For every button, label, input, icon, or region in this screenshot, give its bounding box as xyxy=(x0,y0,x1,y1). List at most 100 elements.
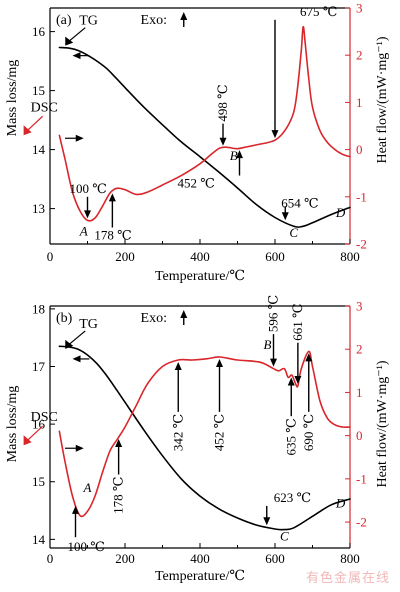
series-label-tg: TG xyxy=(79,317,98,332)
dsc-axis-arrow-head xyxy=(75,134,84,142)
temp-annotation: 100 ℃ xyxy=(70,181,107,196)
series-line-tg xyxy=(58,46,351,228)
panel-label: (b) xyxy=(56,311,73,326)
point-label-b: B xyxy=(230,148,238,163)
temp-annotation: 498 ℃ xyxy=(215,84,230,121)
y-right-tick-label: -2 xyxy=(356,237,367,252)
point-label-d: D xyxy=(335,205,346,220)
anno-arrow-head xyxy=(281,212,289,221)
y-left-tick-label: 14 xyxy=(32,532,46,547)
y-left-tick-label: 17 xyxy=(32,359,46,374)
tg-pointer xyxy=(66,27,86,44)
point-label-c: C xyxy=(289,225,298,240)
exo-label: Exo: xyxy=(141,13,167,28)
temp-annotation: 178 ℃ xyxy=(111,477,126,514)
temp-annotation: 342 ℃ xyxy=(170,414,185,451)
y-left-tick-label: 15 xyxy=(32,83,45,98)
point-label-a: A xyxy=(83,480,92,495)
chart-panel-a: 0 200 400 600 800 13 14 15 16 -2 -1 0 1 2 3 Temperature… xyxy=(5,1,390,285)
y-right-tick-label: 3 xyxy=(356,1,363,16)
anno-arrow-head xyxy=(72,505,79,514)
temp-annotation: 178 ℃ xyxy=(94,227,131,242)
y-right-tick-label: 1 xyxy=(356,385,363,400)
x-tick-label: 400 xyxy=(190,249,210,264)
y-axis-right-title: Heat flow/(mW·mg⁻¹) xyxy=(375,36,390,163)
exo-arrow-head xyxy=(180,310,188,318)
anno-arrow-head xyxy=(270,358,277,367)
temp-annotation: 100 ℃ xyxy=(68,539,105,554)
temp-annotation: 623 ℃ xyxy=(274,490,311,505)
x-tick-label: 0 xyxy=(47,551,54,566)
x-tick-label: 200 xyxy=(115,249,135,264)
temp-annotation: 654 ℃ xyxy=(281,196,318,211)
x-tick-label: 400 xyxy=(190,551,210,566)
series-line-dsc xyxy=(58,350,351,518)
series-label-tg: TG xyxy=(79,14,98,29)
exo-label: Exo: xyxy=(141,311,167,326)
series-line-tg xyxy=(58,345,351,531)
anno-arrow-head xyxy=(174,362,182,371)
y-right-tick-label: 2 xyxy=(356,342,363,357)
x-tick-label: 600 xyxy=(265,249,285,264)
anno-arrow-head xyxy=(271,130,279,139)
anno-arrow-head xyxy=(84,210,91,219)
anno-arrow-head xyxy=(263,517,271,526)
x-axis-title: Temperature/℃ xyxy=(155,269,245,284)
anno-arrow-head xyxy=(236,150,243,159)
y-right-tick-label: 0 xyxy=(356,428,363,443)
tg-axis-arrow-head xyxy=(72,52,81,60)
dsc-pointer-head xyxy=(23,125,32,136)
y-right-tick-label: 0 xyxy=(356,142,363,157)
x-tick-label: 600 xyxy=(265,551,285,566)
watermark: 有色金属在线 xyxy=(305,571,390,586)
temp-annotation: 452 ℃ xyxy=(178,176,215,191)
x-tick-label: 200 xyxy=(115,551,135,566)
series-label-dsc: DSC xyxy=(31,410,58,425)
tg-axis-arrow-head xyxy=(72,355,81,363)
x-tick-label: 800 xyxy=(340,249,360,264)
x-tick-label: 800 xyxy=(340,551,360,566)
dsc-pointer xyxy=(26,425,44,442)
y-left-tick-label: 15 xyxy=(32,474,45,489)
y-axis-right-title: Heat flow/(mW·mg⁻¹) xyxy=(375,360,390,487)
anno-arrow-head xyxy=(219,137,227,146)
tg-pointer xyxy=(66,330,86,347)
point-label-c: C xyxy=(280,529,289,544)
exo-arrow-head xyxy=(180,12,188,20)
y-left-tick-label: 16 xyxy=(32,24,46,39)
anno-arrow-head xyxy=(294,375,302,384)
y-axis-left-title: Mass loss/mg xyxy=(5,60,20,137)
y-right-tick-label: -1 xyxy=(356,471,367,486)
dsc-pointer-head xyxy=(23,435,32,446)
y-right-tick-label: -2 xyxy=(356,515,367,530)
tg-pointer-head xyxy=(65,36,74,46)
y-right-tick-label: 1 xyxy=(356,95,363,110)
anno-arrow-head xyxy=(287,377,295,386)
point-label-d: D xyxy=(335,496,346,511)
y-left-tick-label: 14 xyxy=(32,142,46,157)
tg-pointer-head xyxy=(65,339,74,349)
y-axis-left-title: Mass loss/mg xyxy=(5,386,20,463)
temp-annotation: 452 ℃ xyxy=(212,414,227,451)
anno-arrow-head xyxy=(216,358,223,367)
chart-panel-b: 0 200 400 600 800 14 15 16 17 18 -2 -1 0 1 2 3 Temperatu… xyxy=(5,295,390,584)
y-left-tick-label: 13 xyxy=(32,201,45,216)
dsc-axis-arrow-head xyxy=(75,444,84,452)
series-line-dsc xyxy=(58,25,351,222)
dsc-pointer xyxy=(26,115,44,132)
anno-arrow-head xyxy=(115,439,123,448)
temp-annotation: 690 ℃ xyxy=(301,414,316,451)
y-left-tick-label: 18 xyxy=(32,301,45,316)
point-label-a: A xyxy=(79,224,88,239)
y-right-tick-label: 2 xyxy=(356,48,363,63)
y-left-tick-label: 16 xyxy=(32,417,46,432)
panel-label: (a) xyxy=(56,13,72,28)
temp-annotation: 675 ℃ xyxy=(300,4,337,19)
temp-annotation: 661 ℃ xyxy=(290,303,305,340)
anno-arrow-head xyxy=(305,353,313,362)
temp-annotation: 635 ℃ xyxy=(283,418,298,455)
anno-arrow-head xyxy=(108,193,116,202)
temp-annotation: 596 ℃ xyxy=(266,295,281,332)
y-right-tick-label: -1 xyxy=(356,189,367,204)
